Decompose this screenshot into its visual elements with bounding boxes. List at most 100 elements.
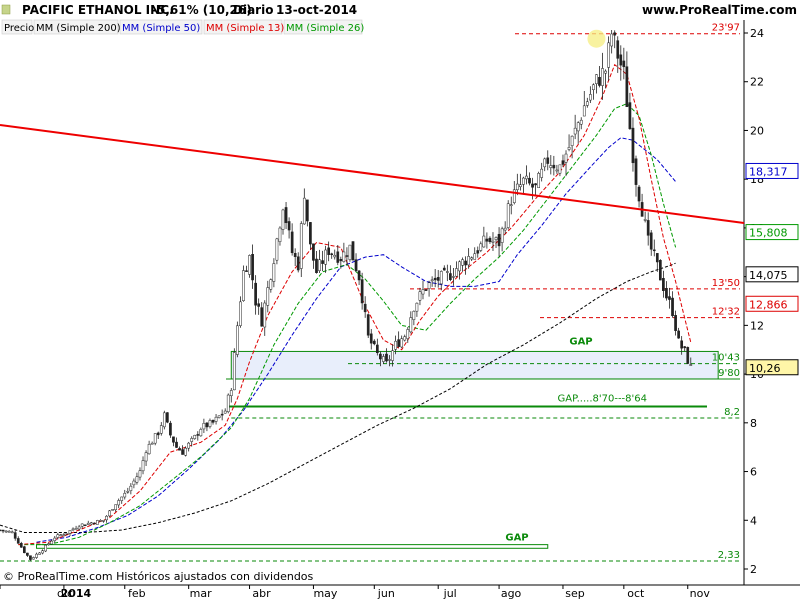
legend-item-4: MM (Simple 26) [286,23,364,34]
candle-body [567,147,571,150]
x-tick-label: 2014 [61,587,92,600]
candle-body [445,271,449,273]
candle-body [217,415,221,418]
footer-note: © ProRealTime.com Históricos ajustados c… [3,570,314,583]
x-tick-label: ago [501,587,522,600]
y-tick-label: 24 [750,27,764,40]
candle-body [242,270,245,301]
legend-item-3: MM (Simple 13) [206,23,284,34]
candle-body [461,259,464,266]
gap-zone-1 [36,544,549,549]
peak-highlight [587,29,606,48]
candle-body [144,452,148,462]
candle-body [175,441,178,448]
candle-body [366,314,370,336]
candle-body [579,119,583,125]
sma13-line [18,63,692,546]
candle-body [467,256,470,266]
candle-body [135,476,139,483]
price-badge-1: 15,808 [745,224,799,241]
candle-body [260,307,264,327]
candle-body [114,504,117,511]
candle-body [649,232,653,250]
x-tick-label: mar [190,587,212,600]
candle-body [232,352,236,391]
candle-body [77,526,81,530]
candle-body [354,259,358,271]
candle-body [35,553,38,558]
candle-body [257,303,261,307]
candle-body [336,251,340,263]
candle-body [476,250,480,254]
candle-body [519,184,522,188]
candle-body [56,534,60,538]
y-tick-label: 20 [750,124,764,137]
candle-body [59,534,63,536]
candle-body [339,259,343,262]
candle-body [327,247,331,255]
candle-body [156,432,160,436]
candle-body [166,412,169,423]
candle-body [689,364,693,366]
candle-body [470,257,474,260]
candle-body [159,425,163,434]
candle-body [427,282,431,289]
candle-body [686,347,690,364]
candle-body [330,253,334,255]
gap-zone-0 [230,350,719,380]
candle-body [214,416,218,422]
candle-body [123,493,127,498]
candle-body [628,102,632,130]
level-label-1: 13'50 [712,278,740,289]
candle-body [345,255,349,257]
candle-body [439,271,443,285]
candle-body [229,390,233,396]
candle-body [400,338,404,348]
candle-body [512,189,516,203]
candle-body [263,302,267,328]
legend-box [1,19,33,35]
candle-body [220,413,224,416]
candle-body [549,165,553,168]
y-tick-label: 8 [750,417,757,430]
candle-body [442,267,446,271]
candle-body [363,303,367,313]
candle-body [409,317,413,333]
legend-box [283,19,363,35]
candle-body [138,470,142,478]
candle-body [534,183,537,186]
candle-body [683,346,687,349]
candle-body [369,333,373,344]
candle-body [254,282,257,306]
x-tick-label: oct [627,587,645,600]
candle-body [576,122,580,132]
candle-body [631,127,635,164]
candle-body [515,183,519,191]
candle-body [610,33,614,47]
candle-body [558,164,562,174]
candle-body [619,54,623,66]
gap-label-0: GAP [569,336,592,347]
candle-body [573,127,577,135]
price-axis: 2468101214161820222418,31715,80814,07512… [0,27,799,600]
candle-body [0,529,2,532]
company-name: PACIFIC ETHANOL INC. [22,3,174,17]
site-url[interactable]: www.ProRealTime.com [642,3,797,17]
candle-body [561,160,565,165]
candle-body [464,260,467,266]
candle-body [601,68,604,86]
candle-body [312,243,315,261]
level-label-0: 23'97 [712,23,740,34]
candle-body [482,235,486,248]
candle-body [531,183,534,188]
candle-body [13,532,17,539]
candle-body [585,101,589,106]
candle-body [418,291,422,301]
period: Diario [233,3,273,17]
candle-body [126,490,130,493]
candle-body [16,538,20,544]
candle-body [281,209,285,230]
candle-body [205,422,209,428]
candle-body [433,277,437,281]
